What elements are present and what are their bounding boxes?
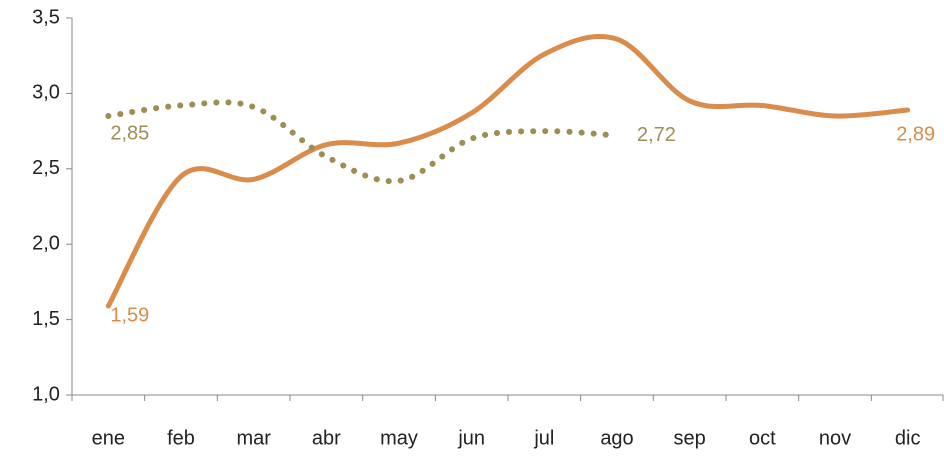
x-tick-label: jun [457,427,485,449]
x-tick-label: dic [895,427,921,449]
x-tick-label: may [380,427,418,449]
y-tick-label: 3,5 [32,6,60,28]
x-tick-label: jul [533,427,554,449]
data-label: 2,85 [110,122,149,144]
data-label: 1,59 [110,304,149,326]
data-label: 2,72 [637,124,676,146]
y-tick-label: 1,0 [32,383,60,405]
x-tick-label: feb [167,427,195,449]
x-tick-label: oct [749,427,776,449]
y-tick-label: 1,5 [32,308,60,330]
x-tick-label: ago [600,427,633,449]
x-tick-label: ene [92,427,125,449]
x-tick-label: sep [674,427,706,449]
y-tick-label: 2,0 [32,232,60,254]
series-line [105,33,911,309]
series-line [105,99,620,185]
x-tick-label: nov [819,427,851,449]
x-tick-label: mar [236,427,271,449]
x-tick-label: abr [312,427,341,449]
y-tick-label: 3,0 [32,82,60,104]
y-tick-label: 2,5 [32,157,60,179]
data-label: 2,89 [896,123,935,145]
